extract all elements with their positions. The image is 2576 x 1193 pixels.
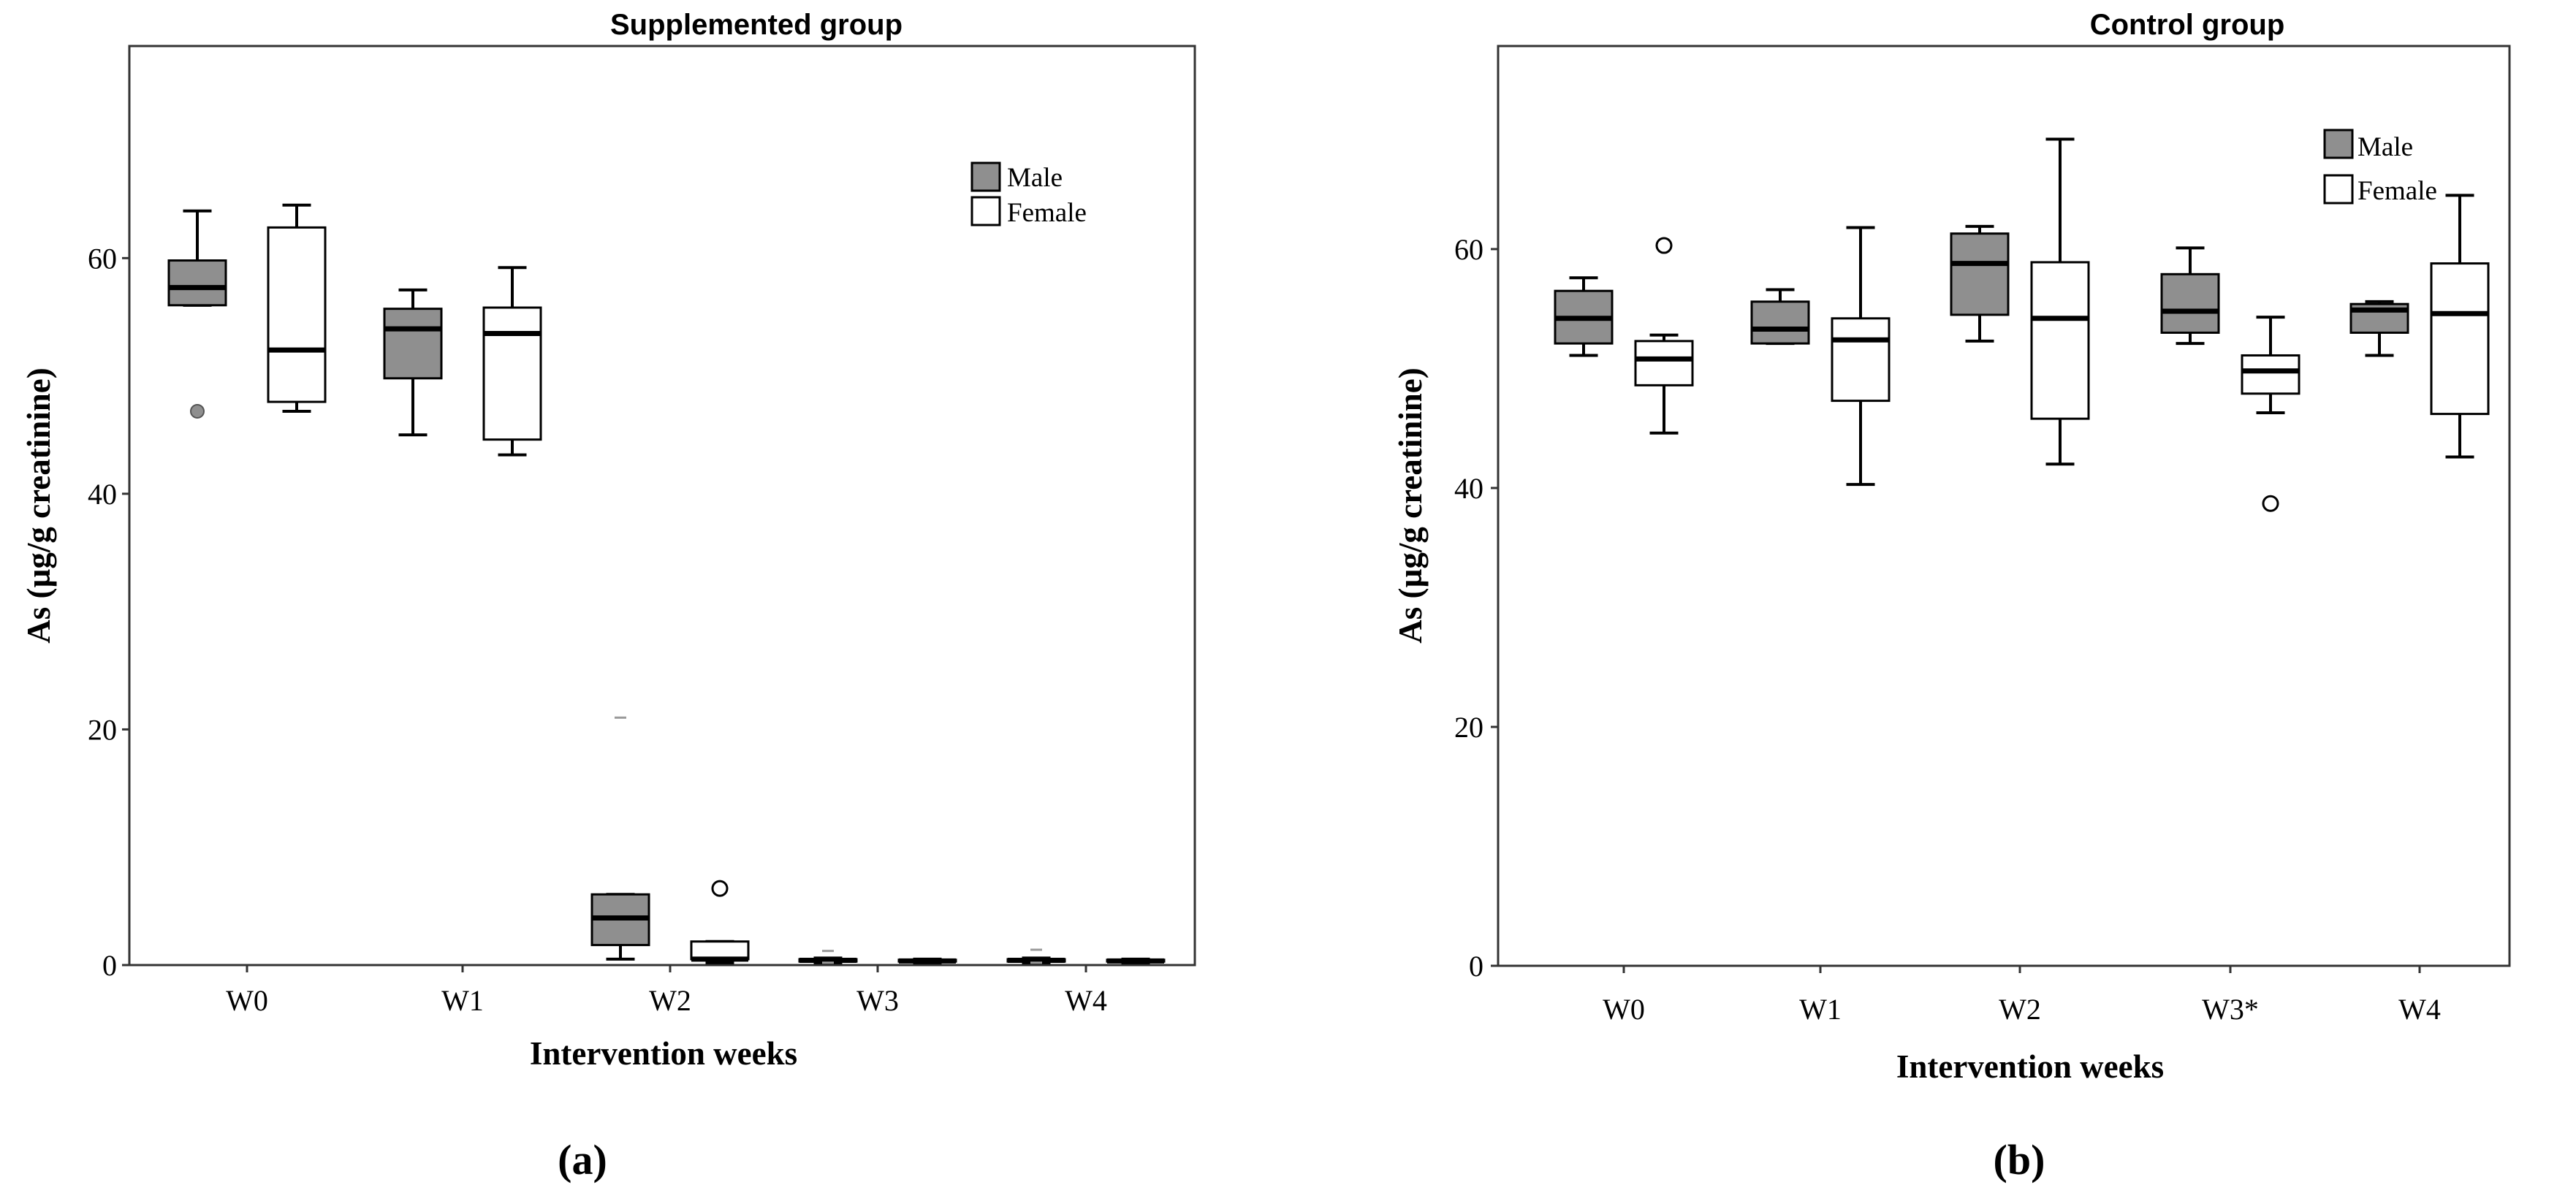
y-tick-label: 20: [1454, 711, 1483, 744]
legend-label-male: Male: [2357, 132, 2413, 162]
x-axis: W0 W1 W2 W3 W4: [226, 965, 1107, 1017]
box-male-w1: [383, 288, 443, 437]
x-tick-label: W3: [856, 984, 899, 1017]
box-female-w4: [2430, 194, 2490, 459]
box-male-w1: [1750, 288, 1810, 346]
x-tick-label: W1: [1799, 993, 1842, 1026]
legend: Male Female: [970, 161, 1087, 228]
legend-swatch-male: [2323, 129, 2354, 159]
panel-supplemented: Supplemented group 0 20 40 60 W0 W1 W2 W3 W4 Ma…: [20, 9, 1196, 1184]
box-body: [1750, 300, 1810, 345]
box-body: [267, 226, 327, 403]
plot-frame: [1497, 45, 2511, 967]
x-axis-label: Intervention weeks: [530, 1035, 797, 1072]
outlier-marker: [190, 403, 205, 419]
plot-frame: [128, 45, 1196, 967]
x-tick-label: W0: [1603, 993, 1645, 1026]
box-female-w0: [1634, 237, 1694, 435]
y-tick-label: 40: [1454, 472, 1483, 505]
box-female-w1: [1831, 226, 1891, 487]
box-body: [383, 308, 443, 380]
y-axis-label: As (µg/g creatinine): [1392, 367, 1429, 644]
legend-label-female: Female: [1007, 198, 1087, 228]
box-male-w4: [2349, 300, 2409, 357]
x-tick-label: W4: [2398, 993, 2441, 1026]
y-axis: 0 20 40 60: [1454, 233, 1498, 983]
box-male-w2: [590, 716, 650, 961]
x-tick-label: W4: [1065, 984, 1107, 1017]
box-male-w4: [1006, 948, 1066, 964]
legend-label-male: Male: [1007, 163, 1063, 193]
panel-control: Control group 0 20 40 60 W0 W1 W2 W3* W4 Male F…: [1392, 9, 2511, 1184]
box-plots: [1554, 137, 2490, 512]
chart-title: Control group: [2090, 9, 2285, 41]
outlier-marker: [711, 880, 729, 897]
x-tick-label: W3*: [2202, 993, 2259, 1026]
box-female-w0: [267, 203, 327, 413]
box-body: [2430, 262, 2490, 416]
box-female-w4: [1106, 957, 1166, 964]
box-body: [2030, 261, 2090, 420]
box-body: [482, 306, 542, 441]
x-tick-label: W0: [226, 984, 268, 1017]
outlier-marker: [2262, 495, 2279, 512]
box-female-w3: [2241, 316, 2300, 512]
box-plots: [167, 203, 1166, 964]
y-axis-label: As (µg/g creatinine): [20, 367, 57, 644]
y-tick-label: 40: [88, 478, 117, 511]
y-axis: 0 20 40 60: [88, 242, 129, 982]
box-male-w2: [1950, 224, 2010, 343]
outlier-marker: [1655, 237, 1673, 254]
box-male-w0: [167, 209, 227, 419]
box-body: [2241, 354, 2300, 395]
y-tick-label: 60: [88, 242, 117, 275]
x-tick-label: W1: [441, 984, 484, 1017]
x-tick-label: W2: [1999, 993, 2041, 1026]
legend-swatch-female: [2323, 174, 2354, 205]
legend-swatch-female: [970, 196, 1001, 226]
legend-label-female: Female: [2357, 176, 2437, 206]
box-male-w3: [2160, 246, 2220, 346]
box-male-w3: [798, 950, 858, 964]
box-body: [167, 259, 227, 307]
panel-label: (a): [558, 1136, 607, 1184]
box-female-w2: [690, 880, 750, 964]
y-tick-label: 0: [102, 949, 117, 982]
chart-title: Supplemented group: [610, 9, 903, 41]
box-female-w1: [482, 266, 542, 457]
box-body: [2160, 272, 2220, 334]
box-body: [1634, 340, 1694, 386]
panel-label: (b): [1994, 1136, 2045, 1184]
box-body: [1950, 232, 2010, 316]
legend-swatch-male: [970, 161, 1001, 192]
box-female-w2: [2030, 137, 2090, 466]
y-tick-label: 20: [88, 713, 117, 746]
box-male-w0: [1554, 276, 1614, 357]
y-tick-label: 60: [1454, 233, 1483, 266]
y-tick-label: 0: [1469, 950, 1483, 983]
x-tick-label: W2: [649, 984, 691, 1017]
x-axis-label: Intervention weeks: [1896, 1048, 2164, 1085]
box-female-w3: [897, 957, 957, 964]
legend: Male Female: [2323, 129, 2437, 206]
box-body: [690, 940, 750, 961]
x-axis: W0 W1 W2 W3* W4: [1603, 966, 2441, 1026]
box-body: [1831, 317, 1891, 403]
